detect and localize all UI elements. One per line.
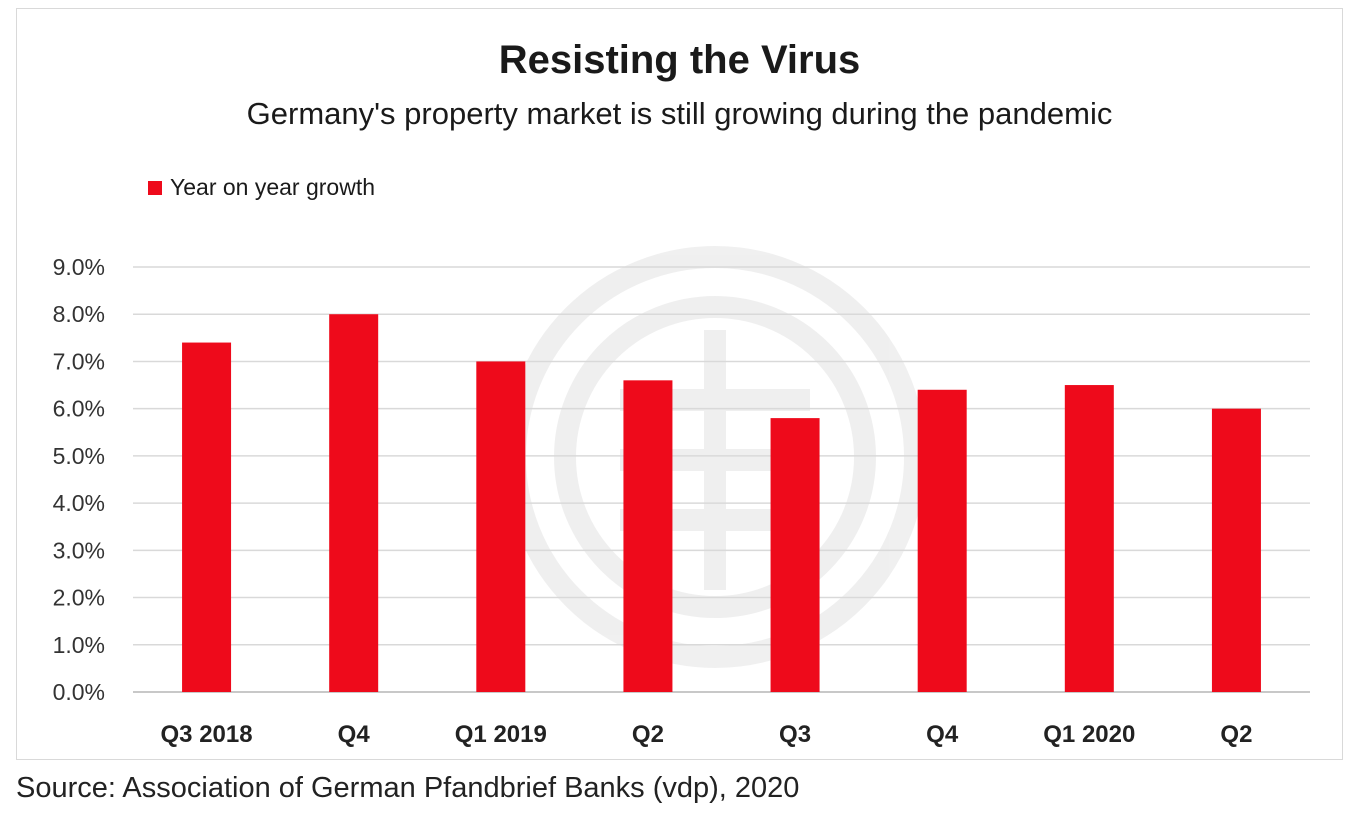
y-tick-label: 5.0% [53,443,105,469]
x-tick-label: Q1 2019 [455,721,547,748]
y-tick-label: 6.0% [53,396,105,422]
x-axis-ticks: Q3 2018 Q4 Q1 2019 Q2 Q3 Q4 Q1 2020 Q2 [161,721,1253,748]
y-tick-label: 7.0% [53,348,105,374]
x-tick-label: Q4 [926,721,959,748]
bar [623,380,673,692]
bar [1211,408,1261,692]
y-tick-label: 2.0% [53,585,105,611]
bars [182,314,1261,692]
bar [917,389,967,692]
x-tick-label: Q4 [338,721,371,748]
chart-subtitle: Germany's property market is still growi… [246,96,1113,131]
watermark-logo [504,246,926,668]
x-tick-label: Q3 [779,721,811,748]
y-tick-label: 8.0% [53,301,105,327]
source-note: Source: Association of German Pfandbrief… [16,772,800,804]
chart-legend: Year on year growth [148,174,375,201]
y-tick-label: 0.0% [53,679,105,705]
x-tick-label: Q2 [1220,721,1252,748]
gridlines [133,266,1310,693]
x-tick-label: Q1 2020 [1043,721,1135,748]
bar [329,314,379,692]
legend-swatch [148,180,162,195]
chart-frame [16,8,1343,760]
bar [476,361,526,692]
x-tick-label: Q3 2018 [161,721,253,748]
bar [770,418,820,692]
y-tick-label: 9.0% [53,254,105,280]
chart-title: Resisting the Virus [498,38,861,82]
y-tick-label: 3.0% [53,537,105,563]
y-tick-label: 1.0% [53,632,105,658]
x-tick-label: Q2 [632,721,664,748]
y-axis-ticks: 0.0% 1.0% 2.0% 3.0% 4.0% 5.0% 6.0% 7.0% 8.0% 9.0% [53,254,105,705]
legend-label: Year on year growth [170,174,376,200]
bar [182,342,232,692]
y-tick-label: 4.0% [53,490,105,516]
bar [1064,385,1114,692]
